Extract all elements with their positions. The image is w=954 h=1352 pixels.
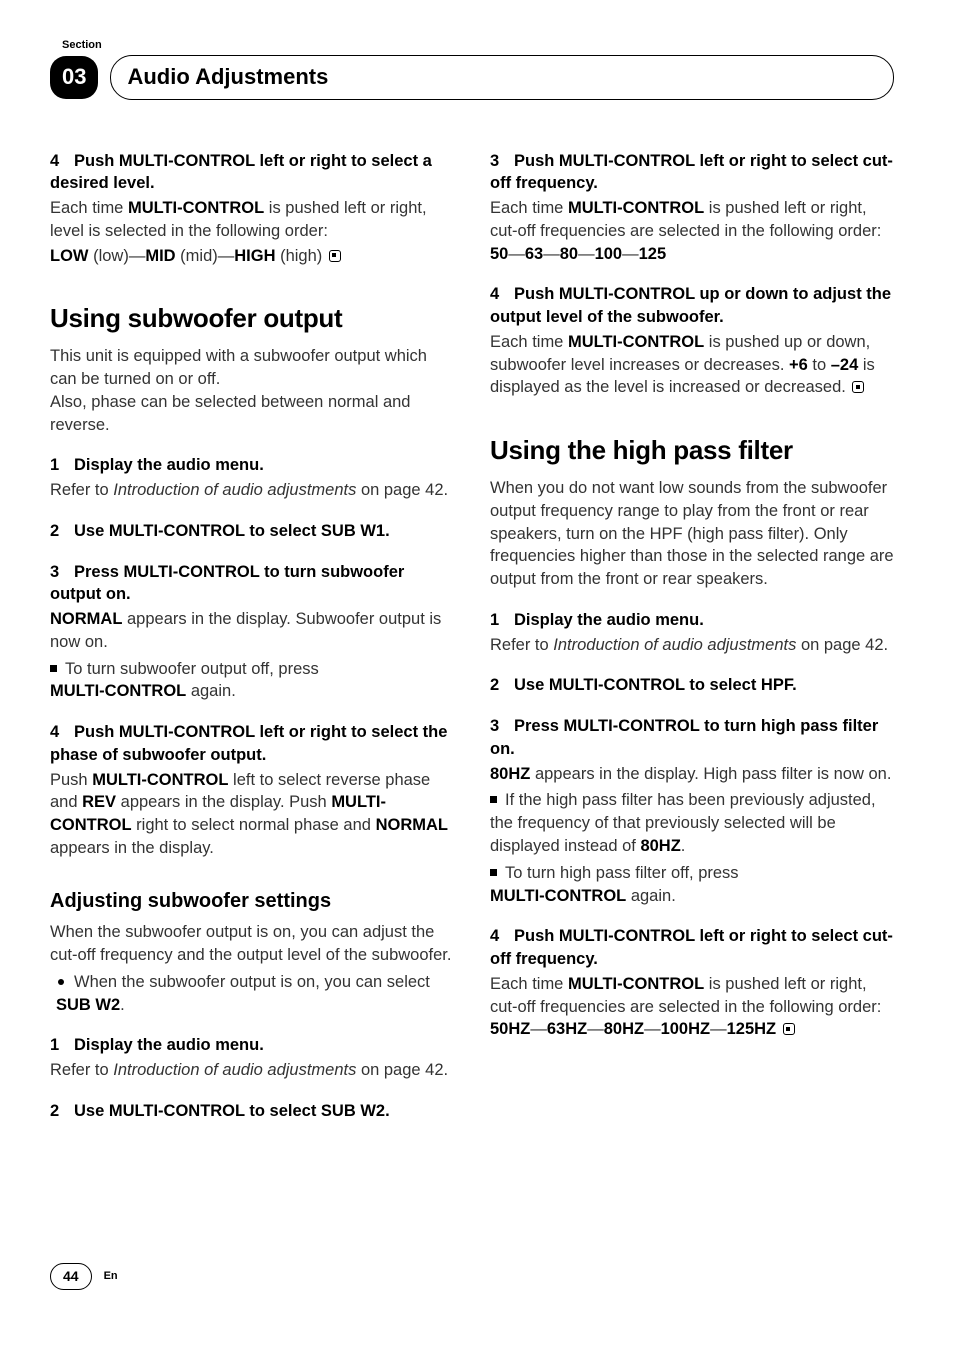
body-text: Each time MULTI-CONTROL is pushed left o… [490,973,894,1019]
end-icon [329,250,341,262]
left-column: 4Push MULTI-CONTROL left or right to sel… [50,150,454,1123]
body-text: LOW (low)—MID (mid)—HIGH (high) [50,245,454,268]
step-title: Use MULTI-CONTROL to select HPF. [514,676,797,694]
body-text: Refer to Introduction of audio adjustmen… [50,479,454,502]
step-title: Push MULTI-CONTROL left or right to sele… [50,152,432,193]
step-num: 1 [50,1034,74,1057]
step-num: 1 [50,454,74,477]
body-text: Refer to Introduction of audio adjustmen… [50,1059,454,1082]
step-heading: 2Use MULTI-CONTROL to select SUB W2. [50,1100,454,1123]
body-text: NORMAL appears in the display. Subwoofer… [50,608,454,654]
step-heading: 4Push MULTI-CONTROL up or down to adjust… [490,283,894,329]
step-heading: 4Push MULTI-CONTROL left or right to sel… [50,721,454,767]
section-heading: Using the high pass filter [490,433,894,469]
step-heading: 3Press MULTI-CONTROL to turn high pass f… [490,715,894,761]
step-heading: 1Display the audio menu. [490,609,894,632]
step-num: 4 [50,150,74,173]
step-num: 2 [490,674,514,697]
bullet-text: If the high pass filter has been previou… [490,789,894,857]
page-header: 03 Audio Adjustments [50,55,894,99]
bullet-text: When the subwoofer output is on, you can… [50,971,454,1017]
step-title: Use MULTI-CONTROL to select SUB W1. [74,522,390,540]
step-title: Display the audio menu. [514,611,704,629]
bullet-icon [58,979,64,985]
body-text: Each time MULTI-CONTROL is pushed left o… [50,197,454,243]
step-num: 2 [50,1100,74,1123]
step-title: Push MULTI-CONTROL left or right to sele… [490,927,893,968]
subsection-heading: Adjusting subwoofer settings [50,888,454,916]
step-heading: 2Use MULTI-CONTROL to select SUB W1. [50,520,454,543]
step-num: 4 [50,721,74,744]
step-title: Display the audio menu. [74,456,264,474]
step-num: 3 [50,561,74,584]
step-heading: 3Push MULTI-CONTROL left or right to sel… [490,150,894,196]
step-title: Push MULTI-CONTROL left or right to sele… [50,723,447,764]
step-heading: 1Display the audio menu. [50,1034,454,1057]
bullet-icon [50,665,57,672]
bullet-icon [490,796,497,803]
bullet-icon [490,869,497,876]
step-title: Press MULTI-CONTROL to turn subwoofer ou… [50,563,404,604]
step-num: 4 [490,283,514,306]
step-num: 3 [490,150,514,173]
body-text: Push MULTI-CONTROL left to select revers… [50,769,454,860]
step-heading: 3Press MULTI-CONTROL to turn subwoofer o… [50,561,454,607]
step-heading: 4Push MULTI-CONTROL left or right to sel… [50,150,454,196]
section-number-badge: 03 [50,56,98,98]
body-text: Also, phase can be selected between norm… [50,391,454,437]
step-title: Display the audio menu. [74,1036,264,1054]
step-num: 1 [490,609,514,632]
step-title: Use MULTI-CONTROL to select SUB W2. [74,1102,390,1120]
step-title: Press MULTI-CONTROL to turn high pass fi… [490,717,878,758]
chapter-title: Audio Adjustments [110,55,894,99]
body-text: 50HZ—63HZ—80HZ—100HZ—125HZ [490,1018,894,1041]
body-text: When you do not want low sounds from the… [490,477,894,591]
body-text: This unit is equipped with a subwoofer o… [50,345,454,391]
step-num: 3 [490,715,514,738]
language-code: En [104,1269,118,1284]
step-heading: 2Use MULTI-CONTROL to select HPF. [490,674,894,697]
step-title: Push MULTI-CONTROL left or right to sele… [490,152,893,193]
bullet-text: To turn subwoofer output off, press [50,658,454,681]
body-text: Refer to Introduction of audio adjustmen… [490,634,894,657]
step-num: 2 [50,520,74,543]
step-num: 4 [490,925,514,948]
step-title: Push MULTI-CONTROL up or down to adjust … [490,285,891,326]
end-icon [783,1023,795,1035]
end-icon [852,381,864,393]
section-heading: Using subwoofer output [50,301,454,337]
body-text: Each time MULTI-CONTROL is pushed left o… [490,197,894,243]
body-text: Each time MULTI-CONTROL is pushed up or … [490,331,894,399]
page-number: 44 [50,1263,92,1290]
step-heading: 1Display the audio menu. [50,454,454,477]
body-text: 50—63—80—100—125 [490,243,894,266]
page-footer: 44 En [50,1263,894,1290]
step-heading: 4Push MULTI-CONTROL left or right to sel… [490,925,894,971]
body-text: MULTI-CONTROL again. [50,680,454,703]
body-text: 80HZ appears in the display. High pass f… [490,763,894,786]
body-text: When the subwoofer output is on, you can… [50,921,454,967]
section-label: Section [62,38,894,53]
right-column: 3Push MULTI-CONTROL left or right to sel… [490,150,894,1123]
body-text: MULTI-CONTROL again. [490,885,894,908]
bullet-text: To turn high pass filter off, press [490,862,894,885]
